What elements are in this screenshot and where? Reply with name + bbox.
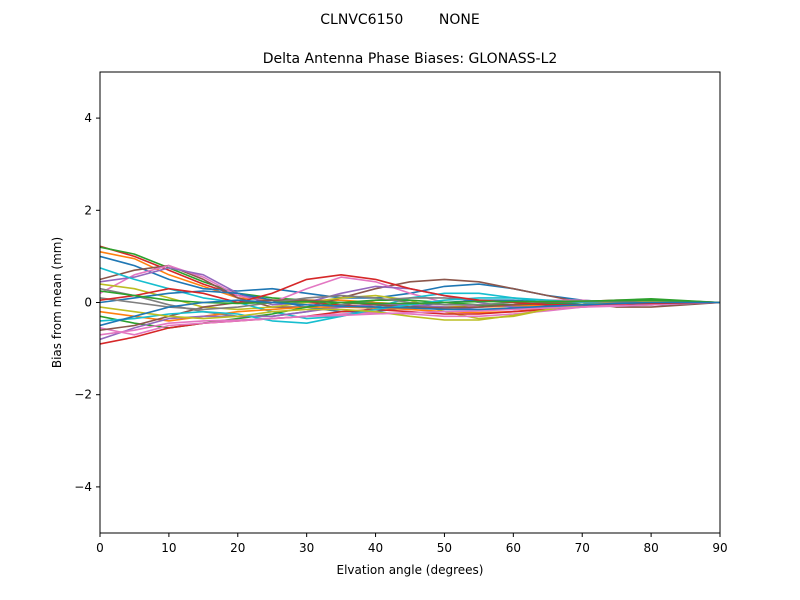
y-tick-label: −4: [74, 480, 92, 494]
series-line-24: [100, 299, 720, 327]
figure-suptitle: CLNVC6150 NONE: [320, 12, 479, 28]
y-tick-label: −2: [74, 388, 92, 402]
y-tick-label: 4: [84, 111, 92, 125]
series-line-20: [100, 294, 720, 311]
x-tick-label: 10: [161, 541, 176, 555]
series-line-16: [100, 301, 720, 336]
x-tick-label: 90: [712, 541, 727, 555]
x-tick-label: 70: [575, 541, 590, 555]
x-tick-label: 40: [368, 541, 383, 555]
chart-title: Delta Antenna Phase Biases: GLONASS-L2: [263, 51, 558, 67]
y-tick-label: 0: [84, 296, 92, 310]
series-layer: [100, 245, 720, 345]
x-tick-label: 30: [299, 541, 314, 555]
series-line-21: [100, 301, 720, 336]
x-tick-label: 50: [437, 541, 452, 555]
x-axis: 0 10 20 30 40 50 60 70 80 90: [96, 533, 728, 555]
y-axis-label: Bias from mean (mm): [50, 237, 64, 368]
y-tick-label: 2: [84, 203, 92, 217]
x-axis-label: Elvation angle (degrees): [337, 563, 484, 577]
x-tick-label: 60: [506, 541, 521, 555]
y-axis: −4 −2 0 2 4: [74, 111, 100, 494]
x-tick-label: 20: [230, 541, 245, 555]
x-tick-label: 0: [96, 541, 104, 555]
x-tick-label: 80: [643, 541, 658, 555]
series-line-5: [100, 264, 720, 308]
